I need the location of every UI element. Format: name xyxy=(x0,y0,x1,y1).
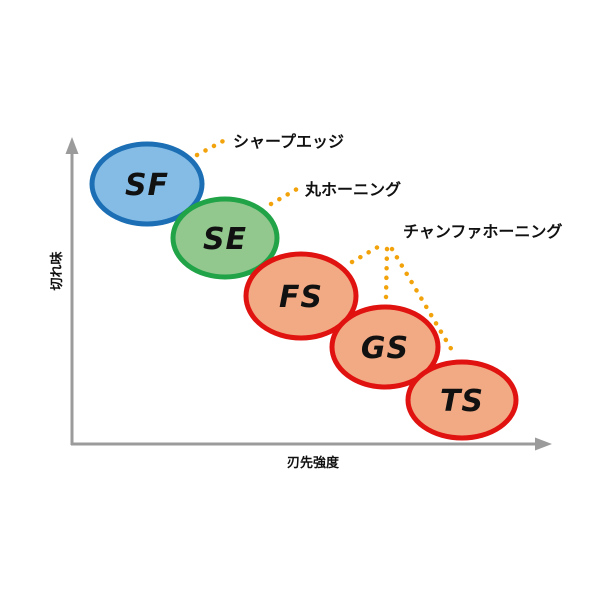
y-axis-label: 切れ味 xyxy=(49,251,65,290)
x-axis-label: 刃先強度 xyxy=(287,455,340,471)
annotation-chamfer-honing: チャンファホーニング xyxy=(403,222,562,241)
leader-round-honing xyxy=(268,186,300,207)
bubble-gs-ellipse xyxy=(329,304,441,390)
bubble-se-ellipse xyxy=(170,196,280,280)
bubble-gs-label: GS xyxy=(361,331,409,366)
x-axis-arrowhead xyxy=(535,437,552,451)
leader-chamfer-honing xyxy=(349,241,456,355)
annotation-sharp-edge: シャープエッジ xyxy=(233,132,344,151)
bubble-gs: GS xyxy=(329,304,441,390)
bubble-se: SE xyxy=(170,196,280,280)
bubble-sf-ellipse xyxy=(89,141,205,227)
bubble-sf: SF xyxy=(89,141,205,227)
bubble-fs-label: FS xyxy=(279,280,323,315)
bubble-ts: TS xyxy=(405,359,519,441)
bubble-ts-label: TS xyxy=(440,384,484,419)
bubble-sf-label: SF xyxy=(125,168,169,203)
bubble-fs-ellipse xyxy=(243,251,359,341)
bubble-fs: FS xyxy=(243,251,359,341)
bubble-se-label: SE xyxy=(203,222,247,257)
leader-sharp-edge xyxy=(194,137,228,158)
y-axis-arrowhead xyxy=(65,137,79,154)
annotation-round-honing: 丸ホーニング xyxy=(304,180,401,199)
bubble-ts-ellipse xyxy=(405,359,519,441)
